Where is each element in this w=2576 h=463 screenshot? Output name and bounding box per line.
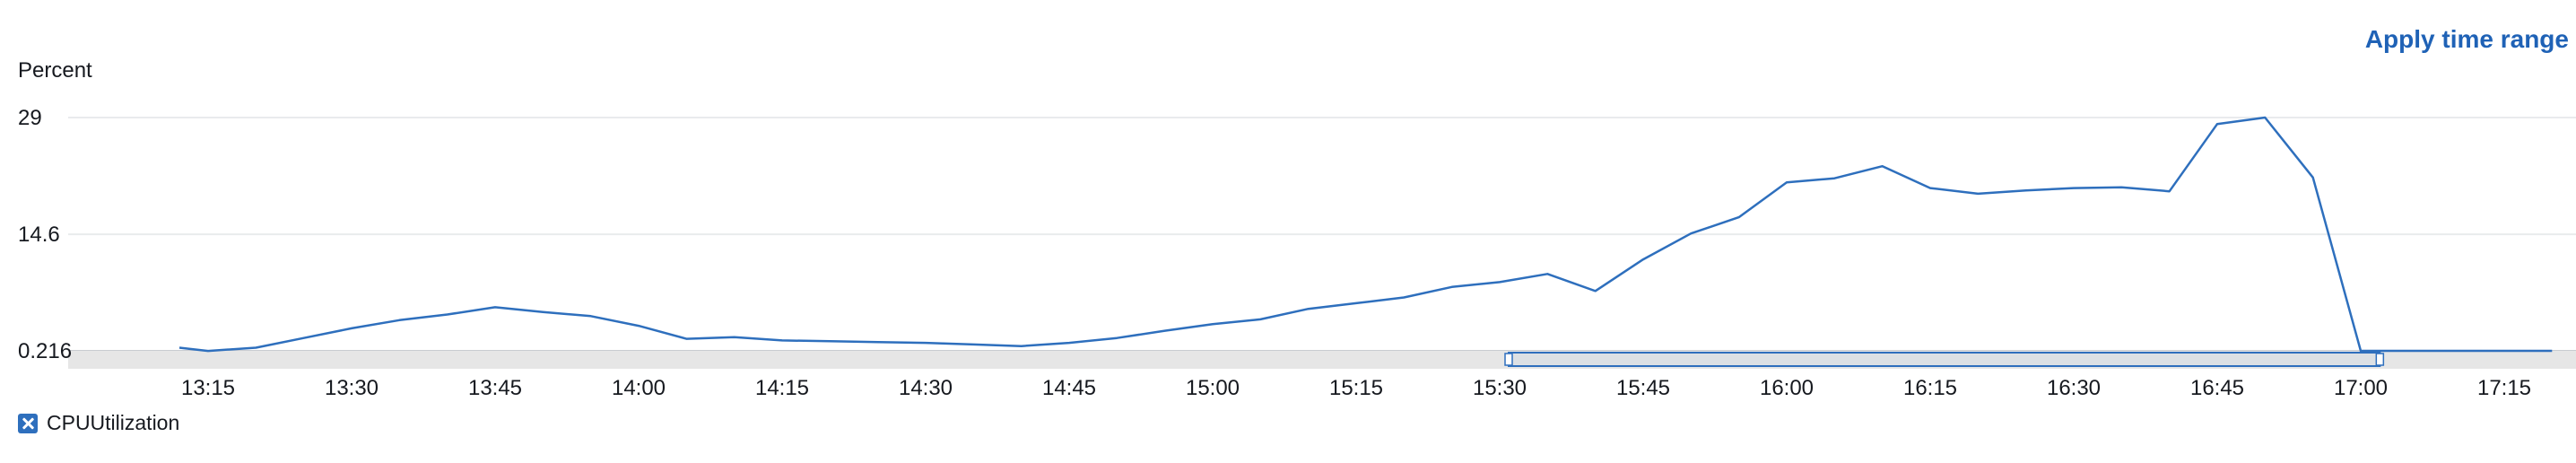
data-point <box>2119 185 2124 190</box>
x-tick-label: 16:30 <box>2047 376 2101 400</box>
x-tick-label: 13:30 <box>325 376 379 400</box>
x-axis-ticks: 13:15 13:30 13:45 14:00 14:15 14:30 14:45 15:00… <box>181 376 2531 400</box>
data-point <box>1019 344 1024 349</box>
brush-handle-left[interactable] <box>1504 353 1513 366</box>
data-point <box>1258 317 1263 322</box>
y-tick-label: 14.6 <box>18 223 60 247</box>
time-range-brush <box>1504 352 2385 367</box>
data-point <box>923 340 928 345</box>
data-point <box>1066 340 1072 345</box>
y-tick-label: 29 <box>18 106 42 130</box>
data-point <box>492 304 498 310</box>
data-point <box>2167 188 2172 194</box>
data-point <box>540 310 545 315</box>
brush-selection[interactable] <box>1508 352 2381 367</box>
data-point <box>1928 186 1933 191</box>
data-point <box>2023 188 2029 193</box>
data-point <box>1353 301 1359 306</box>
legend-label: CPUUtilization <box>47 411 180 434</box>
data-point <box>732 335 737 340</box>
y-axis-label: Percent <box>18 58 92 83</box>
data-point <box>636 323 641 328</box>
data-point <box>1545 271 1550 276</box>
x-tick-label: 13:45 <box>468 376 522 400</box>
x-tick-label: 16:45 <box>2190 376 2244 400</box>
data-point <box>1880 163 1885 169</box>
data-point <box>2215 121 2220 127</box>
data-point <box>2502 348 2507 354</box>
x-tick-label: 13:15 <box>181 376 235 400</box>
series-line-cpuutilization <box>178 116 2553 353</box>
data-point <box>1449 284 1455 290</box>
y-tick-label: 0.216 <box>18 339 72 363</box>
data-point <box>1162 328 1168 334</box>
data-point <box>396 318 402 323</box>
data-point <box>1736 214 1742 220</box>
data-point <box>2311 175 2316 180</box>
legend-item-cpuutilization[interactable]: CPUUtilization <box>18 411 179 435</box>
data-point <box>1306 306 1311 311</box>
scrollbar-track[interactable] <box>68 351 2576 369</box>
x-tick-label: 15:45 <box>1616 376 1670 400</box>
data-point <box>683 336 689 342</box>
x-tick-label: 16:15 <box>1903 376 1957 400</box>
x-tick-label: 14:15 <box>755 376 809 400</box>
x-tick-label: 17:15 <box>2477 376 2531 400</box>
data-point <box>2549 348 2554 354</box>
data-point <box>301 336 307 341</box>
data-point <box>2406 348 2411 354</box>
series-lines <box>177 115 2554 354</box>
data-point <box>2454 348 2459 354</box>
y-axis-ticks: 29 14.6 0.216 <box>18 106 72 363</box>
data-point <box>205 348 211 354</box>
x-tick-label: 17:00 <box>2334 376 2388 400</box>
data-point <box>1401 295 1406 301</box>
data-point <box>1832 176 1837 181</box>
data-point <box>1497 279 1502 284</box>
data-point <box>875 339 881 345</box>
data-point <box>2071 186 2076 191</box>
brush-handle-right[interactable] <box>2375 353 2385 366</box>
data-point <box>2262 115 2267 120</box>
data-point <box>970 342 976 347</box>
data-point <box>1784 179 1789 185</box>
x-tick-label: 16:00 <box>1760 376 1814 400</box>
bottom-band <box>68 351 2576 369</box>
x-tick-label: 14:00 <box>612 376 666 400</box>
data-point <box>827 338 832 344</box>
data-point <box>1975 191 1980 197</box>
x-tick-label: 15:15 <box>1329 376 1383 400</box>
data-point <box>779 337 785 343</box>
data-point <box>1593 288 1598 293</box>
legend-checkbox-icon[interactable] <box>18 413 38 433</box>
data-point <box>445 311 450 317</box>
data-point <box>1114 336 1119 341</box>
data-point <box>588 313 594 319</box>
data-point <box>177 345 182 351</box>
data-point <box>1640 257 1646 262</box>
data-point <box>349 326 354 331</box>
x-tick-label: 15:30 <box>1473 376 1527 400</box>
x-tick-label: 15:00 <box>1186 376 1240 400</box>
data-point <box>1210 321 1215 327</box>
x-tick-label: 14:30 <box>899 376 953 400</box>
data-point <box>1688 231 1693 236</box>
apply-time-range-link[interactable]: Apply time range <box>2364 25 2569 53</box>
x-tick-label: 14:45 <box>1042 376 1096 400</box>
data-point <box>253 345 258 351</box>
